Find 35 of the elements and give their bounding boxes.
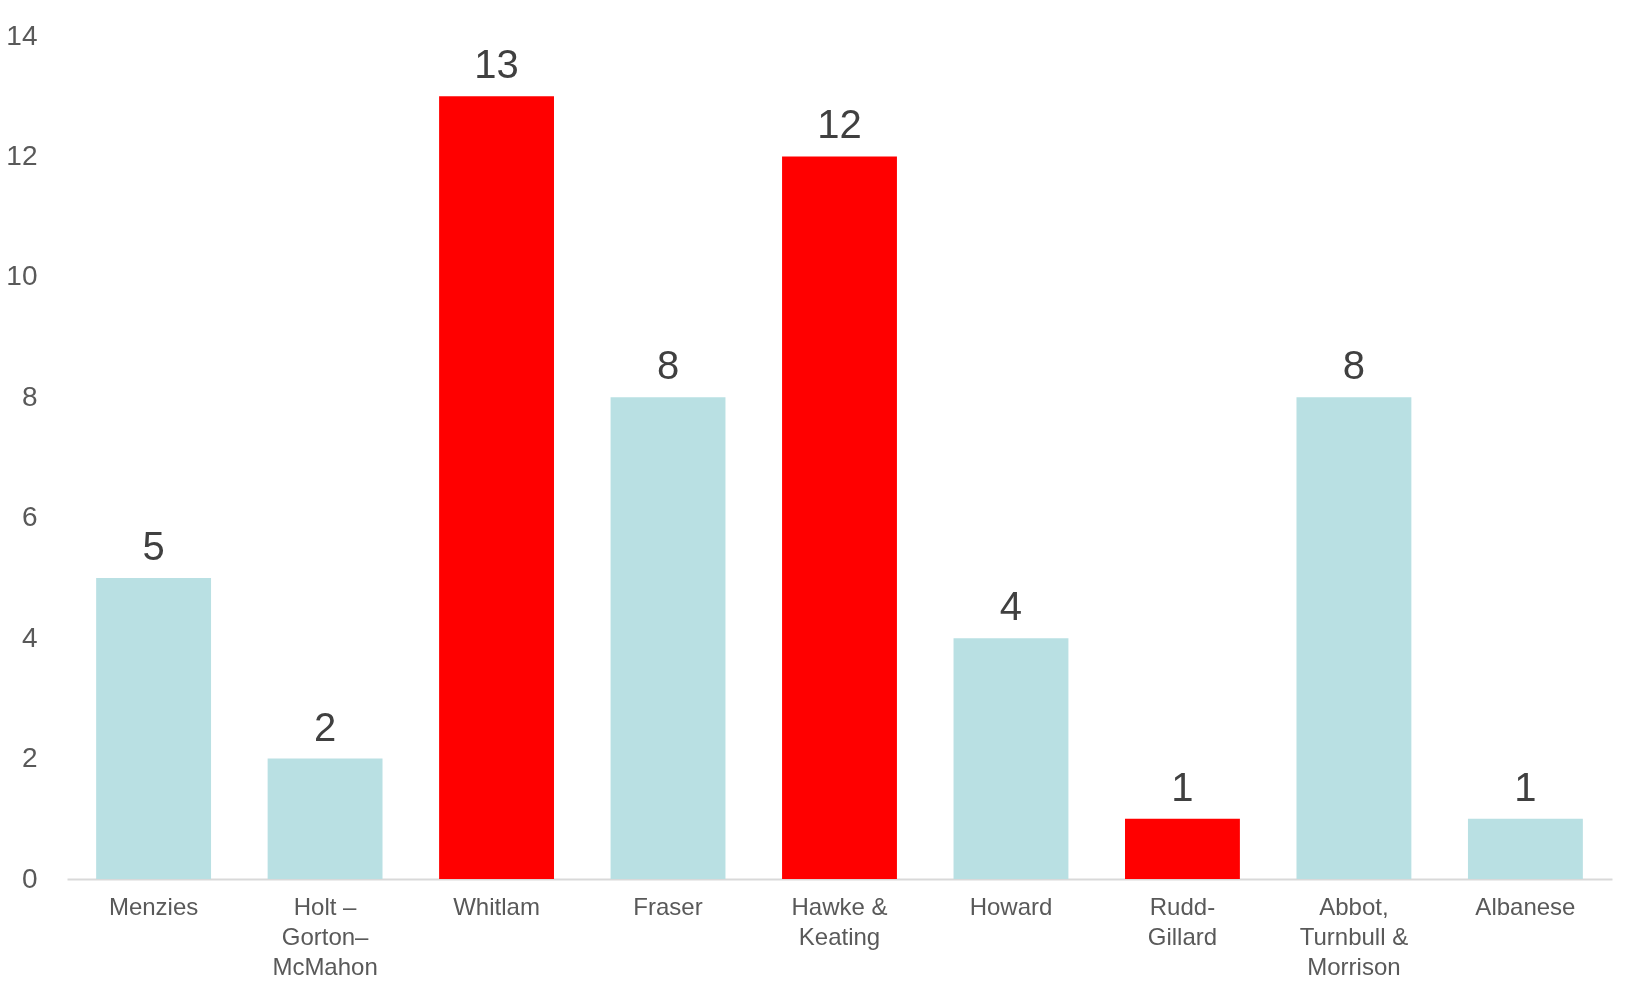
y-tick-label: 0 bbox=[21, 862, 38, 894]
bar bbox=[782, 156, 897, 879]
data-label: 8 bbox=[1342, 343, 1366, 388]
data-label: 8 bbox=[656, 343, 680, 388]
y-tick-label: 14 bbox=[6, 19, 38, 51]
x-tick-label: Whitlam bbox=[453, 892, 540, 920]
data-label: 13 bbox=[474, 42, 519, 87]
y-tick-label: 4 bbox=[21, 621, 38, 653]
x-tick-label: Hawke & Keating bbox=[791, 892, 888, 950]
bar bbox=[610, 397, 726, 879]
x-tick-label: Menzies bbox=[108, 892, 199, 920]
y-tick-label: 12 bbox=[6, 139, 38, 171]
bar bbox=[267, 758, 383, 879]
y-tick-label: 6 bbox=[21, 501, 38, 533]
x-tick-label: Abbot, Turnbull & Morrison bbox=[1299, 892, 1409, 980]
y-tick-label: 8 bbox=[21, 380, 38, 412]
y-tick-label: 2 bbox=[21, 742, 38, 774]
x-tick-label: Fraser bbox=[633, 892, 703, 920]
y-tick-label: 10 bbox=[6, 260, 38, 292]
x-tick-label: Howard bbox=[969, 892, 1053, 920]
data-label: 1 bbox=[1171, 764, 1194, 809]
data-label: 1 bbox=[1514, 764, 1537, 809]
bar bbox=[439, 96, 554, 879]
data-label: 4 bbox=[999, 584, 1023, 629]
bar bbox=[1296, 397, 1412, 879]
x-tick-label: Rudd-Gillard bbox=[1147, 892, 1218, 950]
bar bbox=[1467, 818, 1583, 879]
data-label: 5 bbox=[142, 523, 165, 568]
x-tick-label: Holt – Gorton–McMahon bbox=[272, 892, 378, 980]
x-tick-label: Albanese bbox=[1475, 892, 1576, 920]
bar bbox=[96, 577, 212, 879]
data-label: 12 bbox=[817, 102, 862, 147]
bar bbox=[953, 638, 1069, 879]
bar bbox=[1125, 818, 1240, 879]
data-label: 2 bbox=[313, 704, 337, 749]
